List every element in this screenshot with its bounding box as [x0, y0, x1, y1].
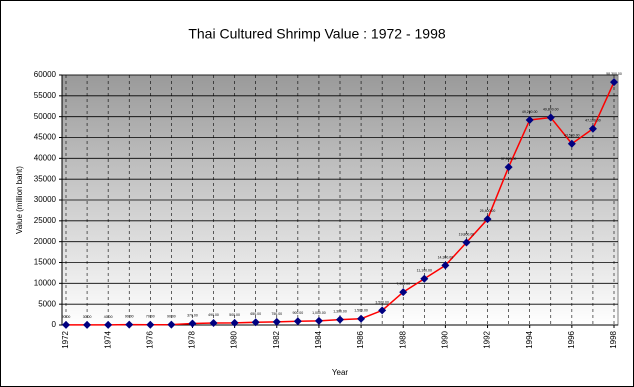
marker [610, 78, 618, 87]
y-tick-label: 15000 [34, 258, 57, 267]
marker [125, 320, 134, 329]
y-tick-label: 50000 [34, 112, 57, 121]
x-tick-label: 1976 [145, 330, 154, 348]
data-label: 49,800.00 [543, 107, 559, 111]
x-tick-label: 1978 [188, 330, 197, 348]
marker [420, 274, 429, 283]
data-label: 1,300.00 [333, 310, 347, 314]
y-tick-label: 30000 [34, 195, 57, 204]
marker [336, 315, 344, 324]
data-label: 19,800.00 [459, 232, 475, 236]
data-label: 47,100.00 [585, 119, 601, 123]
y-tick-label: 40000 [34, 153, 57, 162]
x-tick-label: 1996 [567, 330, 576, 348]
marker [462, 238, 471, 247]
y-tick-label: 60000 [34, 70, 57, 79]
data-label: 90.00 [125, 315, 134, 319]
marker [62, 320, 70, 329]
marker [251, 318, 260, 327]
marker [546, 113, 555, 122]
data-label: 25,400.00 [480, 209, 496, 213]
marker [188, 319, 197, 328]
marker [230, 318, 239, 327]
x-tick-label: 1982 [272, 330, 281, 348]
marker [83, 320, 92, 329]
data-label: 3,500.00 [375, 300, 389, 304]
data-label: 70.00 [146, 315, 155, 319]
x-tick-label: 1986 [356, 330, 365, 348]
y-tick-label: 55000 [34, 91, 57, 100]
y-tick-label: 45000 [34, 133, 57, 142]
data-label: 43,500.00 [564, 134, 580, 138]
x-tick-label: 1994 [525, 330, 534, 348]
y-tick-label: 35000 [34, 174, 57, 183]
data-label: 49,200.00 [522, 110, 538, 114]
marker [357, 314, 366, 323]
data-label: 650.00 [250, 312, 261, 316]
y-tick-label: 25000 [34, 216, 57, 225]
data-label: 500.00 [229, 313, 240, 317]
marker [567, 139, 576, 148]
x-tick-label: 1992 [483, 330, 492, 348]
chart-title: Thai Cultured Shrimp Value : 1972 - 1998 [188, 26, 446, 42]
data-label: 7,900.00 [396, 282, 410, 286]
marker [209, 318, 218, 327]
data-label: 1,500.00 [354, 309, 368, 313]
data-label: 40.00 [104, 315, 113, 319]
x-tick-label: 1980 [230, 330, 239, 348]
x-tick-label: 1988 [398, 330, 407, 348]
x-tick-label: 1974 [103, 330, 112, 348]
marker [588, 124, 597, 133]
y-tick-label: 10000 [34, 278, 57, 287]
marker [441, 261, 450, 270]
x-tick-label: 1998 [609, 330, 618, 348]
y-tick-label: 5000 [38, 299, 56, 308]
y-axis-label: Value (million baht) [15, 166, 24, 234]
y-tick-label: 0 [52, 320, 57, 329]
x-tick-label: 1984 [314, 330, 323, 348]
marker [167, 320, 176, 329]
data-label: 370.00 [187, 313, 198, 317]
data-label: 1,000.00 [312, 311, 326, 315]
data-label: 900.00 [292, 311, 303, 315]
marker [314, 316, 323, 325]
marker [525, 116, 534, 124]
marker [483, 215, 492, 224]
marker [104, 320, 113, 329]
marker [399, 288, 408, 297]
data-label: 20.00 [62, 315, 71, 319]
data-label: 37,900.00 [501, 157, 517, 161]
x-axis-label: Year [332, 368, 349, 377]
x-tick-label: 1972 [61, 330, 70, 348]
x-tick-label: 1990 [440, 330, 449, 348]
marker [378, 306, 387, 315]
data-label: 30.00 [83, 315, 92, 319]
marker [146, 320, 155, 329]
data-label: 11,100.00 [417, 269, 432, 273]
data-label: 490.00 [208, 313, 219, 317]
marker [293, 317, 302, 326]
data-label: 750.00 [271, 312, 282, 316]
data-label: 58,300.00 [606, 72, 622, 76]
data-label: 14,300.00 [438, 255, 454, 259]
data-label: 90.00 [167, 315, 176, 319]
y-tick-label: 20000 [34, 237, 57, 246]
marker [504, 163, 513, 172]
marker [272, 317, 281, 326]
